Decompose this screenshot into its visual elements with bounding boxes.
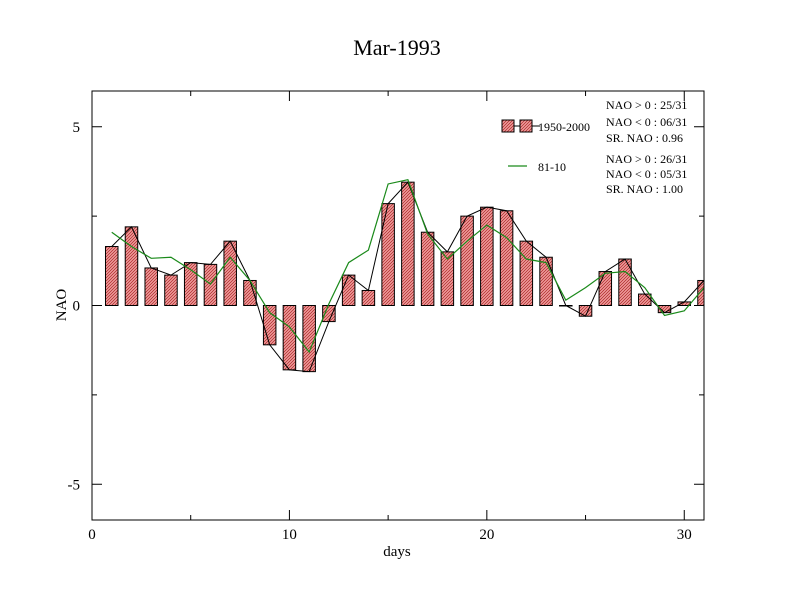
bar-day-6	[203, 263, 218, 307]
legend: 1950-2000 81-10	[501, 119, 590, 174]
x-tick-label: 10	[282, 527, 297, 543]
bar-day-18	[440, 251, 455, 306]
bar-day-1	[104, 246, 119, 306]
bars-layer	[104, 181, 705, 373]
stat-1950-sr: SR. NAO : 0.96	[606, 131, 683, 145]
bar-day-9	[262, 305, 277, 346]
bar-day-22	[519, 240, 534, 306]
legend-1950-label: 1950-2000	[538, 120, 590, 134]
bar-day-28	[638, 293, 652, 306]
stat-1950-positive: NAO > 0 : 25/31	[606, 98, 687, 112]
stat-8110-positive: NAO > 0 : 26/31	[606, 152, 687, 166]
bar-day-15	[381, 203, 395, 306]
y-tick-label: -5	[68, 477, 81, 493]
y-tick-label: 0	[73, 299, 81, 315]
y-tick-label: 5	[73, 120, 81, 136]
stat-8110-negative: NAO < 0 : 05/31	[606, 167, 687, 181]
x-tick-label: 20	[479, 527, 494, 543]
stat-8110-sr: SR. NAO : 1.00	[606, 182, 683, 196]
bar-day-13	[341, 274, 356, 306]
stat-1950-negative: NAO < 0 : 06/31	[606, 115, 687, 129]
bar-day-4	[164, 274, 178, 306]
bar-day-10	[282, 305, 297, 371]
bar-day-17	[420, 231, 435, 306]
bar-day-21	[499, 210, 514, 306]
y-axis-label: NAO	[54, 289, 70, 322]
ticks-layer: 0 10 20 30 5 0 -5	[68, 91, 704, 543]
bar-day-2	[124, 226, 139, 307]
x-axis-label: days	[383, 544, 411, 560]
series-line-81-10	[111, 178, 705, 354]
bar-day-3	[144, 267, 158, 306]
bar-day-16	[401, 181, 415, 307]
bar-day-19	[460, 215, 474, 306]
bar-day-5	[183, 262, 198, 307]
stats-box: NAO > 0 : 25/31 NAO < 0 : 06/31 SR. NAO …	[606, 98, 687, 196]
bar-day-20	[480, 206, 494, 306]
legend-1950-swatch	[501, 119, 515, 133]
bar-day-8	[243, 279, 257, 307]
bar-day-14	[361, 289, 376, 306]
legend-8110-label: 81-10	[538, 160, 566, 174]
chart-title: Mar-1993	[353, 35, 441, 60]
legend-1950-swatch	[519, 119, 533, 133]
x-tick-label: 0	[88, 527, 96, 543]
series-line-1950-2000	[111, 181, 705, 373]
lines-layer	[111, 178, 705, 373]
bar-day-23	[539, 256, 553, 306]
x-tick-label: 30	[677, 527, 692, 543]
